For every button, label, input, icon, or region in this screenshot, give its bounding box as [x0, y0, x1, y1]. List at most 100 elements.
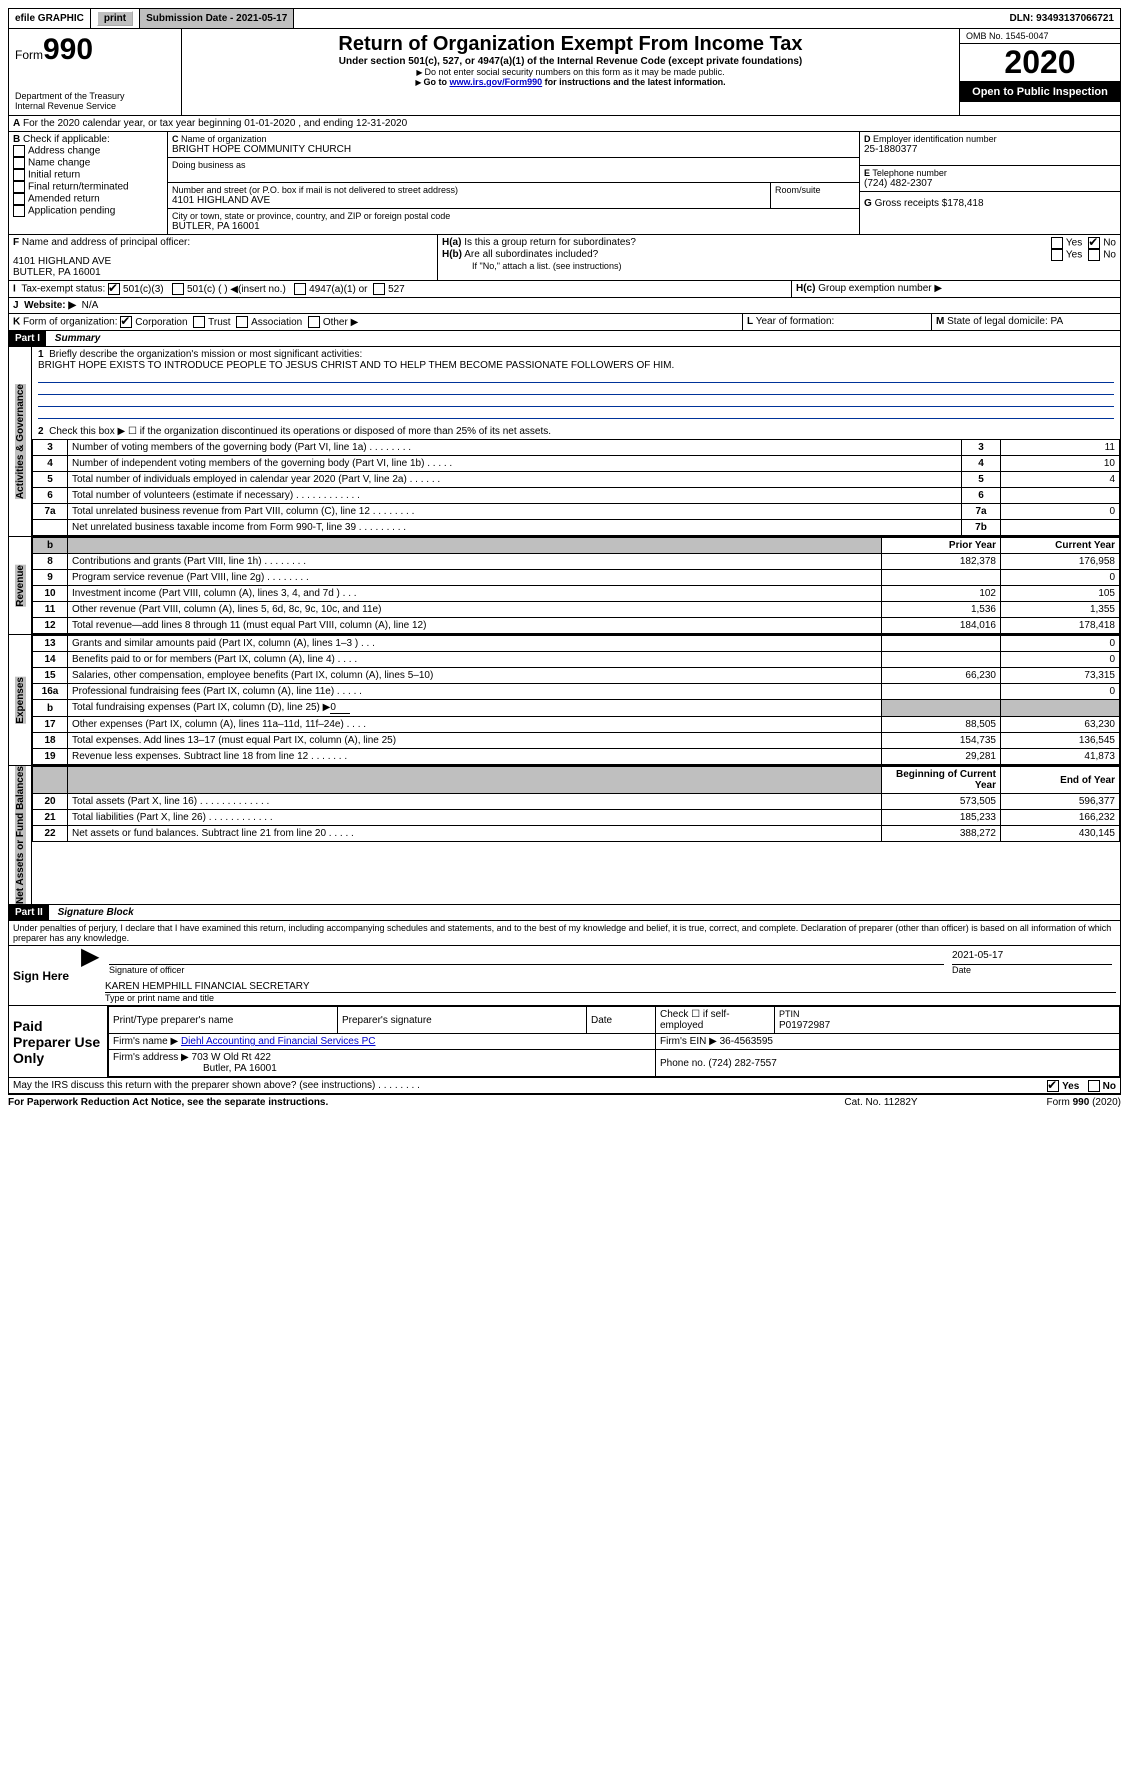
tel-label: E Telephone number — [864, 168, 1116, 178]
side-na: Net Assets or Fund Balances — [15, 766, 26, 904]
cb-527[interactable]: 527 — [373, 284, 405, 295]
h-b-no[interactable]: No — [1088, 249, 1116, 261]
sig-officer-label: Signature of officer — [109, 965, 944, 975]
room-suite-label: Room/suite — [775, 185, 855, 195]
h-a-no[interactable]: No — [1088, 237, 1116, 249]
revenue-table: bPrior YearCurrent Year 8Contributions a… — [32, 537, 1120, 634]
governance-table: 3Number of voting members of the governi… — [32, 439, 1120, 536]
expenses-section: Expenses 13Grants and similar amounts pa… — [8, 635, 1121, 766]
firm-address: Firm's address ▶ 703 W Old Rt 422Butler,… — [109, 1050, 656, 1077]
cat-no: Cat. No. 11282Y — [801, 1097, 961, 1108]
tel-value: (724) 482-2307 — [864, 178, 1116, 189]
cb-4947[interactable]: 4947(a)(1) or — [294, 284, 367, 295]
officer-addr2: BUTLER, PA 16001 — [13, 267, 433, 278]
identity-block: B Check if applicable: Address change Na… — [8, 132, 1121, 235]
expenses-table: 13Grants and similar amounts paid (Part … — [32, 635, 1120, 765]
side-exp: Expenses — [15, 677, 26, 724]
state-domicile: M State of legal domicile: PA — [932, 314, 1121, 331]
cb-initial-return[interactable]: Initial return — [13, 169, 163, 181]
firm-name: Firm's name ▶ Diehl Accounting and Finan… — [109, 1034, 656, 1050]
side-ag: Activities & Governance — [15, 384, 26, 499]
side-rev: Revenue — [15, 565, 26, 607]
part1-title: Summary — [49, 333, 101, 344]
ein-label: D Employer identification number — [864, 134, 1116, 144]
cb-amended-return[interactable]: Amended return — [13, 193, 163, 205]
cb-other[interactable]: Other ▶ — [308, 317, 358, 328]
h-b-note: If "No," attach a list. (see instruction… — [442, 261, 1116, 271]
h-b-label: H(b) Are all subordinates included? — [442, 249, 1051, 261]
cb-application-pending[interactable]: Application pending — [13, 205, 163, 217]
revenue-section: Revenue bPrior YearCurrent Year 8Contrib… — [8, 537, 1121, 635]
sig-date: 2021-05-17 — [952, 950, 1112, 965]
officer-addr1: 4101 HIGHLAND AVE — [13, 256, 433, 267]
netassets-section: Net Assets or Fund Balances Beginning of… — [8, 766, 1121, 905]
gross-receipts-label: G Gross receipts $ — [864, 198, 947, 209]
open-public-badge: Open to Public Inspection — [960, 82, 1120, 102]
print-button[interactable]: print — [97, 11, 133, 26]
part2-title: Signature Block — [52, 907, 134, 918]
print-button-wrap: print — [91, 9, 140, 28]
year-formation: L Year of formation: — [743, 314, 932, 331]
cb-501c3[interactable]: 501(c)(3) — [108, 284, 164, 295]
form-number: Form990 — [15, 33, 175, 67]
discuss-no[interactable]: No — [1088, 1081, 1116, 1092]
pra-notice: For Paperwork Reduction Act Notice, see … — [8, 1097, 328, 1108]
typed-name-label: Type or print name and title — [105, 993, 1116, 1003]
h-b-yes[interactable]: Yes — [1051, 249, 1082, 261]
officer-label: F Name and address of principal officer: — [13, 237, 433, 248]
sign-here-block: Sign Here ▶ Signature of officer 2021-05… — [8, 946, 1121, 1006]
line-a: A For the 2020 calendar year, or tax yea… — [8, 116, 1121, 132]
irs-label: Internal Revenue Service — [15, 101, 175, 111]
cb-trust[interactable]: Trust — [193, 317, 230, 328]
typed-name: KAREN HEMPHILL FINANCIAL SECRETARY — [105, 981, 1116, 993]
submission-date: Submission Date - 2021-05-17 — [140, 9, 294, 28]
cb-corp[interactable]: Corporation — [120, 317, 187, 328]
dba-label: Doing business as — [172, 160, 855, 170]
cb-name-change[interactable]: Name change — [13, 157, 163, 169]
website-row: J Website: ▶ N/A — [8, 298, 1121, 314]
firm-name-link[interactable]: Diehl Accounting and Financial Services … — [181, 1036, 376, 1047]
org-city: BUTLER, PA 16001 — [172, 221, 855, 232]
efile-label: efile GRAPHIC — [9, 9, 91, 28]
form-subtitle-2: Do not enter social security numbers on … — [188, 67, 953, 77]
activities-governance-section: Activities & Governance 1 Briefly descri… — [8, 347, 1121, 537]
cb-address-change[interactable]: Address change — [13, 145, 163, 157]
part1-band: Part I — [9, 331, 46, 346]
addr-label: Number and street (or P.O. box if mail i… — [172, 185, 766, 195]
dept-treasury: Department of the Treasury — [15, 91, 175, 101]
sig-date-label: Date — [952, 965, 1112, 975]
form-header: Form990 Department of the Treasury Inter… — [8, 29, 1121, 116]
form-of-org: K Form of organization: Corporation Trus… — [8, 314, 743, 331]
dln: DLN: 93493137066721 — [1003, 9, 1120, 28]
line-b-label: B Check if applicable: — [13, 134, 163, 145]
officer-group-block: F Name and address of principal officer:… — [8, 235, 1121, 281]
cb-501c[interactable]: 501(c) ( ) ◀(insert no.) — [172, 284, 286, 295]
top-bar: efile GRAPHIC print Submission Date - 20… — [8, 8, 1121, 29]
omb-number: OMB No. 1545-0047 — [960, 29, 1120, 44]
discuss-row: May the IRS discuss this return with the… — [8, 1078, 1121, 1094]
tax-year: 2020 — [960, 44, 1120, 82]
form-footer: Form 990 (2020) — [961, 1097, 1121, 1108]
netassets-table: Beginning of Current YearEnd of Year 20T… — [32, 766, 1120, 842]
firm-phone: Phone no. (724) 282-7557 — [656, 1050, 1120, 1077]
cb-assoc[interactable]: Association — [236, 317, 302, 328]
prep-h1: Print/Type preparer's name — [109, 1007, 338, 1034]
line2: 2 Check this box ▶ ☐ if the organization… — [38, 426, 1114, 437]
city-label: City or town, state or province, country… — [172, 211, 855, 221]
form990-link[interactable]: www.irs.gov/Form990 — [449, 77, 542, 87]
prep-h4[interactable]: Check ☐ if self-employed — [656, 1007, 775, 1034]
org-name-label: C Name of organization — [172, 134, 855, 144]
gross-receipts-value: 178,418 — [947, 198, 983, 209]
ein-value: 25-1880377 — [864, 144, 1116, 155]
h-a-yes[interactable]: Yes — [1051, 237, 1082, 249]
line1-label: 1 Briefly describe the organization's mi… — [38, 349, 1114, 360]
tax-exempt-status: I Tax-exempt status: 501(c)(3) 501(c) ( … — [8, 281, 792, 298]
h-a-label: H(a) Is this a group return for subordin… — [442, 237, 1051, 249]
form-title: Return of Organization Exempt From Incom… — [188, 33, 953, 56]
cb-final-return[interactable]: Final return/terminated — [13, 181, 163, 193]
line1-text: BRIGHT HOPE EXISTS TO INTRODUCE PEOPLE T… — [38, 360, 1114, 371]
prep-ptin: PTINP01972987 — [775, 1007, 1120, 1034]
discuss-yes[interactable]: Yes — [1047, 1081, 1079, 1092]
org-address: 4101 HIGHLAND AVE — [172, 195, 766, 206]
org-name: BRIGHT HOPE COMMUNITY CHURCH — [172, 144, 855, 155]
